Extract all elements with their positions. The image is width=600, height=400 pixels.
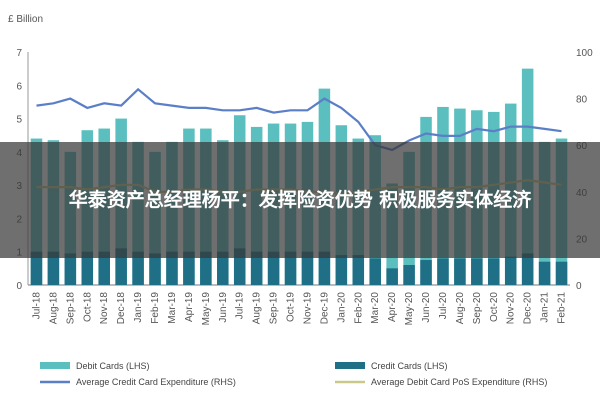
- x-tick-label: Nov-20: [506, 292, 517, 325]
- x-tick-label: Nov-18: [99, 292, 110, 325]
- credit-bar: [64, 253, 77, 285]
- left-tick-label: 6: [16, 81, 22, 92]
- legend-swatch: [335, 362, 365, 369]
- left-tick-label: 0: [16, 281, 22, 292]
- legend-label: Credit Cards (LHS): [371, 361, 448, 371]
- x-tick-label: Sep-18: [65, 292, 76, 325]
- left-unit-label: £ Billion: [8, 14, 43, 25]
- credit-bar: [555, 261, 568, 285]
- x-tick-label: Jun-20: [421, 292, 432, 323]
- credit-bar: [284, 251, 297, 285]
- credit-bar: [267, 251, 280, 285]
- x-tick-label: Jul-18: [31, 292, 42, 320]
- x-tick-label: Aug-20: [455, 292, 466, 325]
- x-tick-label: May-19: [201, 292, 212, 326]
- banner-title: 华泰资产总经理杨平：发挥险资优势 积极服务实体经济: [68, 189, 532, 211]
- x-tick-label: Mar-20: [370, 292, 381, 324]
- x-tick-label: Jul-20: [438, 292, 449, 320]
- credit-bar: [132, 251, 144, 285]
- credit-bar: [420, 260, 432, 285]
- credit-bar: [47, 251, 60, 285]
- credit-bar: [233, 248, 246, 285]
- x-tick-label: Nov-19: [302, 292, 313, 325]
- right-tick-label: 80: [576, 95, 588, 106]
- x-tick-label: Aug-19: [252, 292, 263, 325]
- x-tick-label: Feb-21: [557, 292, 568, 324]
- credit-bar: [183, 251, 195, 285]
- credit-expenditure-line: [36, 87, 562, 152]
- x-tick-label: Jun-19: [218, 292, 229, 323]
- x-tick-label: Jan-21: [540, 292, 551, 323]
- credit-bar: [504, 256, 517, 285]
- credit-bar: [200, 251, 212, 285]
- x-tick-label: Dec-20: [523, 292, 534, 325]
- credit-bar: [352, 255, 365, 285]
- legend-label: Average Debit Card PoS Expenditure (RHS): [371, 377, 547, 387]
- credit-bar: [335, 255, 348, 285]
- x-tick-label: Jul-19: [235, 292, 246, 320]
- legend-swatch: [40, 362, 70, 369]
- right-tick-label: 100: [576, 48, 593, 59]
- left-tick-label: 5: [16, 115, 22, 126]
- credit-bar: [98, 251, 110, 285]
- credit-bar: [471, 258, 483, 285]
- x-tick-label: Sep-20: [472, 292, 483, 325]
- title-banner: 华泰资产总经理杨平：发挥险资优势 积极服务实体经济: [0, 142, 600, 258]
- legend-label: Average Credit Card Expenditure (RHS): [76, 377, 236, 387]
- credit-bar: [217, 251, 229, 285]
- credit-bar: [30, 251, 43, 285]
- x-tick-label: Oct-19: [286, 292, 297, 322]
- credit-bar: [149, 253, 161, 285]
- x-tick-label: Jan-20: [336, 292, 347, 323]
- x-tick-label: Dec-18: [116, 292, 127, 325]
- x-tick-label: Dec-19: [319, 292, 330, 325]
- x-tick-label: Feb-19: [150, 292, 161, 324]
- x-tick-label: Mar-19: [167, 292, 178, 324]
- x-tick-label: Oct-20: [489, 292, 500, 322]
- x-tick-label: Oct-18: [82, 292, 93, 322]
- credit-bar: [437, 258, 449, 285]
- credit-bar: [521, 253, 534, 285]
- credit-bar: [81, 251, 94, 285]
- x-tick-label: Jan-19: [133, 292, 144, 323]
- credit-bar: [301, 251, 314, 285]
- credit-bar: [454, 258, 466, 285]
- credit-bar: [403, 265, 415, 285]
- x-tick-label: Aug-18: [48, 292, 59, 325]
- credit-bar: [166, 251, 178, 285]
- credit-bar: [488, 258, 500, 285]
- x-tick-label: Apr-19: [184, 292, 195, 322]
- credit-bar: [386, 268, 398, 285]
- x-tick-label: Feb-20: [353, 292, 364, 324]
- left-tick-label: 7: [16, 48, 22, 59]
- x-tick-label: May-20: [404, 292, 415, 326]
- credit-bar: [250, 251, 263, 285]
- legend-label: Debit Cards (LHS): [76, 361, 150, 371]
- credit-bar: [115, 248, 127, 285]
- x-tick-label: Sep-19: [269, 292, 280, 325]
- x-tick-label: Apr-20: [387, 292, 398, 322]
- credit-bar: [318, 251, 331, 285]
- credit-bar: [369, 258, 381, 285]
- credit-bar: [538, 261, 551, 285]
- right-tick-label: 0: [576, 281, 582, 292]
